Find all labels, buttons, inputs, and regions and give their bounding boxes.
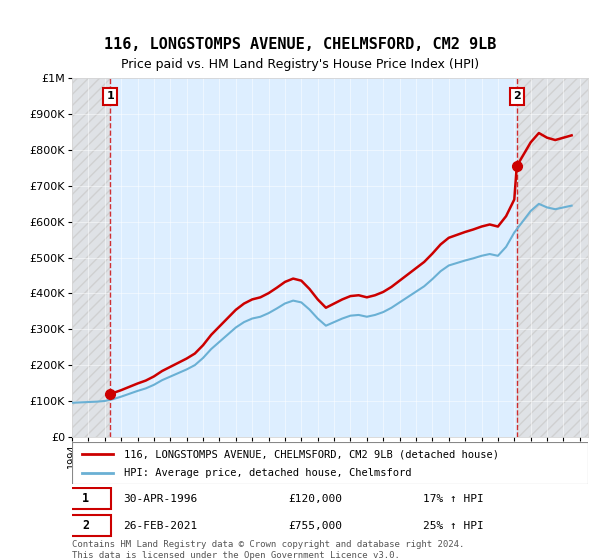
Text: 26-FEB-2021: 26-FEB-2021	[124, 520, 198, 530]
Text: 17% ↑ HPI: 17% ↑ HPI	[423, 494, 484, 504]
Text: 2: 2	[82, 519, 89, 532]
Text: 1: 1	[106, 91, 114, 101]
Polygon shape	[72, 78, 110, 437]
Text: £755,000: £755,000	[289, 520, 343, 530]
Text: £120,000: £120,000	[289, 494, 343, 504]
Text: 2: 2	[513, 91, 521, 101]
FancyBboxPatch shape	[62, 515, 110, 536]
Text: 25% ↑ HPI: 25% ↑ HPI	[423, 520, 484, 530]
Text: Price paid vs. HM Land Registry's House Price Index (HPI): Price paid vs. HM Land Registry's House …	[121, 58, 479, 71]
Text: 1: 1	[82, 492, 89, 505]
Text: 116, LONGSTOMPS AVENUE, CHELMSFORD, CM2 9LB: 116, LONGSTOMPS AVENUE, CHELMSFORD, CM2 …	[104, 38, 496, 52]
Text: Contains HM Land Registry data © Crown copyright and database right 2024.
This d: Contains HM Land Registry data © Crown c…	[72, 540, 464, 559]
FancyBboxPatch shape	[62, 488, 110, 510]
Polygon shape	[517, 78, 588, 437]
Text: 30-APR-1996: 30-APR-1996	[124, 494, 198, 504]
Text: 116, LONGSTOMPS AVENUE, CHELMSFORD, CM2 9LB (detached house): 116, LONGSTOMPS AVENUE, CHELMSFORD, CM2 …	[124, 449, 499, 459]
FancyBboxPatch shape	[72, 442, 588, 484]
Text: HPI: Average price, detached house, Chelmsford: HPI: Average price, detached house, Chel…	[124, 468, 411, 478]
